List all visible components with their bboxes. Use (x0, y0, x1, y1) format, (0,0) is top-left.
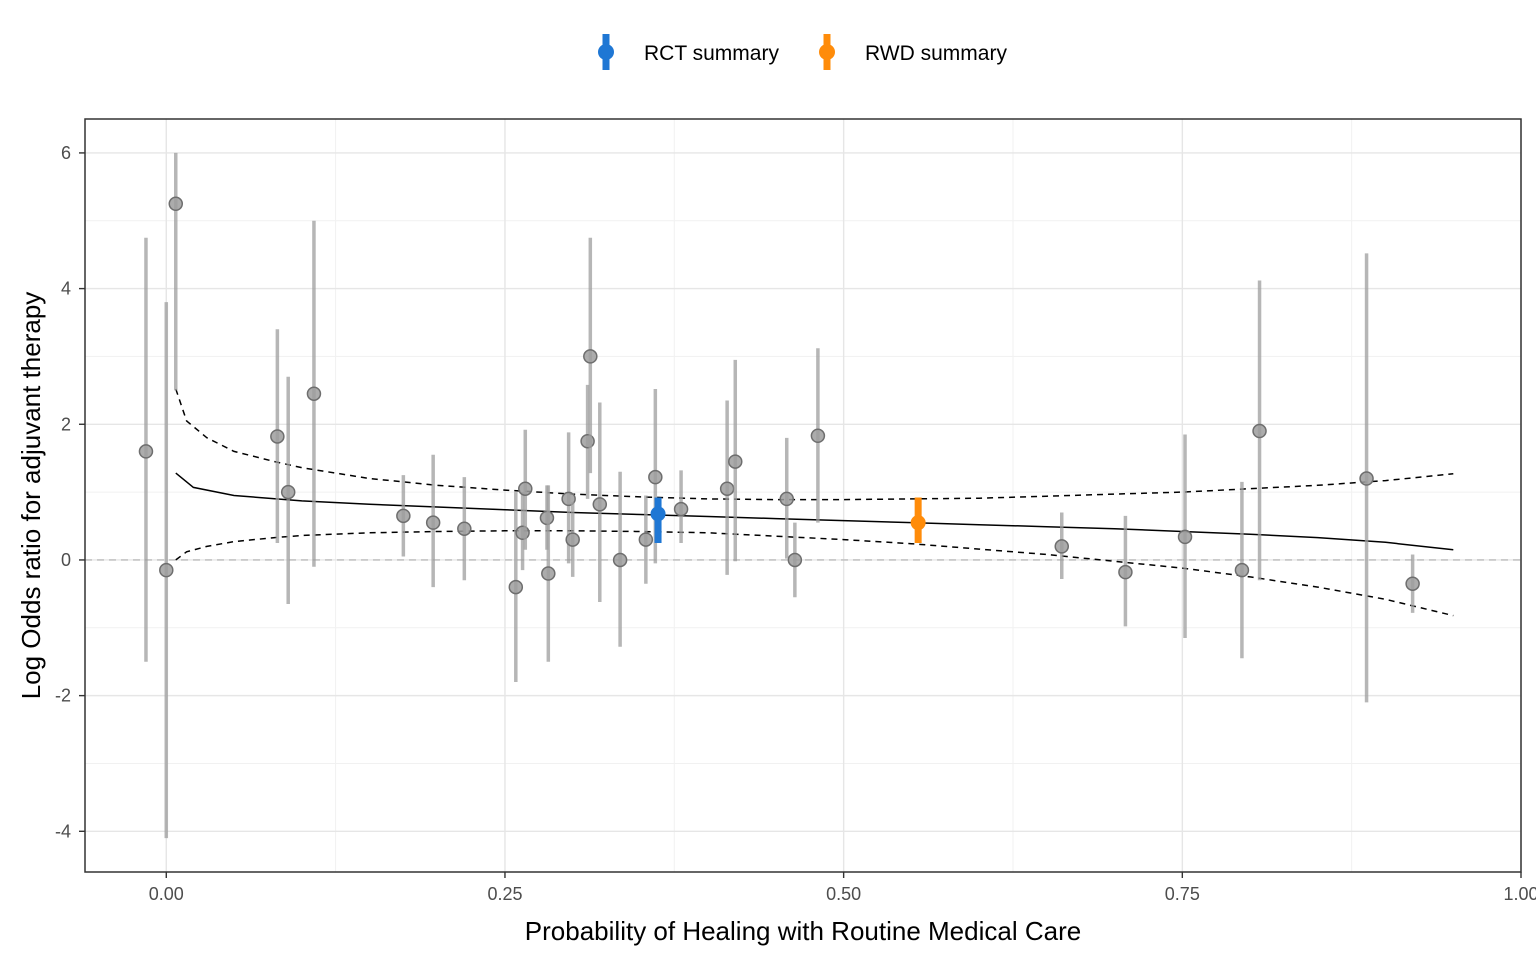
panel-border (84, 118, 1522, 873)
study-point (779, 491, 794, 507)
study-point (1177, 529, 1193, 545)
study-point (515, 525, 530, 541)
study-point (719, 481, 735, 496)
fit-upper-band (175, 388, 1454, 501)
study-point (425, 515, 441, 530)
study-point (583, 349, 598, 364)
study-estimates (138, 152, 1420, 839)
summary-estimates (650, 497, 926, 543)
study-point (612, 552, 628, 568)
study-point (787, 552, 803, 568)
study-point (561, 491, 576, 507)
x-tick-label: 0.25 (487, 884, 522, 904)
study-point (518, 481, 533, 496)
study-point (457, 521, 472, 536)
study-point (810, 428, 826, 444)
study-point (1359, 471, 1374, 486)
study-point (638, 532, 654, 547)
grid-major (85, 119, 1522, 872)
study-point (270, 429, 285, 444)
study-point (280, 484, 296, 500)
study-point (508, 579, 524, 595)
y-tick-label: -4 (55, 821, 71, 841)
study-point (592, 497, 608, 512)
y-axis-ticks: -4 -2 0 2 4 6 (55, 143, 85, 841)
x-axis-title: Probability of Healing with Routine Medi… (525, 916, 1081, 946)
legend-key-point (598, 44, 614, 60)
grid-minor (85, 119, 1521, 872)
study-point (138, 444, 154, 459)
x-tick-label: 0.75 (1165, 884, 1200, 904)
study-point (159, 562, 174, 578)
x-axis-ticks: 0.00 0.25 0.50 0.75 1.00 (149, 872, 1536, 904)
study-point (1252, 423, 1267, 439)
y-tick-label: 2 (61, 414, 71, 434)
study-point (728, 454, 743, 469)
study-point (306, 386, 322, 401)
fit-lines (175, 388, 1454, 617)
legend-item: RWD summary (819, 34, 1007, 70)
study-point (168, 196, 184, 212)
legend: RCT summary RWD summary (598, 34, 1007, 70)
x-tick-label: 0.50 (826, 884, 861, 904)
summary-point (910, 515, 926, 531)
y-tick-label: 4 (61, 279, 71, 299)
fit-lower-band (175, 530, 1454, 617)
study-point (396, 508, 411, 524)
y-tick-label: -2 (55, 686, 71, 706)
legend-label: RWD summary (865, 42, 1007, 65)
y-axis-title: Log Odds ratio for adjuvant therapy (16, 292, 46, 700)
y-tick-label: 6 (61, 143, 71, 163)
y-tick-label: 0 (61, 550, 71, 570)
legend-item: RCT summary (598, 34, 779, 70)
x-tick-label: 1.00 (1503, 884, 1536, 904)
study-point (1118, 564, 1133, 580)
study-point (1405, 576, 1420, 591)
study-point (565, 532, 580, 547)
study-point (541, 566, 556, 581)
x-tick-label: 0.00 (149, 884, 184, 904)
fit-line (175, 472, 1454, 551)
study-point (673, 501, 689, 517)
study-point (648, 469, 663, 485)
study-point (580, 433, 595, 449)
study-point (1234, 562, 1250, 578)
summary-point (650, 506, 666, 522)
legend-key-point (819, 44, 835, 60)
legend-label: RCT summary (644, 42, 779, 65)
study-point (1054, 539, 1070, 554)
